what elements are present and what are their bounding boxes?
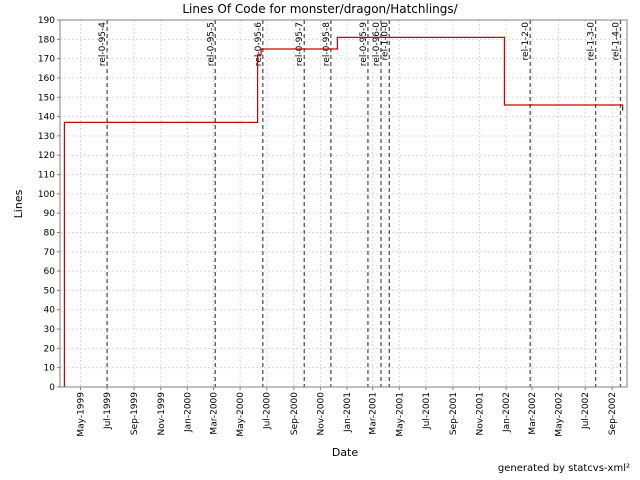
release-markers: rel-0-95-4 rel-0-95-5 rel-0-95-6 rel-0-95-7… xyxy=(98,20,621,387)
release-marker-label: rel-0-95-6 xyxy=(254,22,264,66)
x-axis-label: Date xyxy=(332,446,359,459)
y-tick-label: 140 xyxy=(38,113,55,123)
y-axis-label: Lines xyxy=(12,189,25,218)
release-marker-label: rel-1-3-0 xyxy=(587,22,597,61)
x-tick-label: Jul-2000 xyxy=(263,392,273,430)
x-tick-label: Nov-2001 xyxy=(476,392,486,435)
x-tick-label: May-2002 xyxy=(555,392,565,437)
y-tick-label: 80 xyxy=(44,228,56,238)
x-tick-label: May-2000 xyxy=(236,392,246,437)
series xyxy=(63,36,624,387)
x-tick-label: Jul-2001 xyxy=(422,392,432,430)
release-marker-label: rel-0-95-7 xyxy=(295,22,305,66)
x-tick-label: Sep-2000 xyxy=(290,392,300,435)
release-marker-label: rel-1-4-0 xyxy=(611,22,621,61)
y-tick-label: 10 xyxy=(44,364,56,374)
loc-series-line xyxy=(63,36,624,387)
x-tick-label: Nov-2000 xyxy=(316,392,326,436)
y-tick-label: 100 xyxy=(38,190,55,200)
y-tick-label: 50 xyxy=(44,286,56,296)
release-marker-label: rel-0-95-5 xyxy=(206,22,216,66)
y-tick-label: 120 xyxy=(38,151,55,161)
x-tick-label: Sep-1999 xyxy=(130,392,140,435)
y-tick-label: 170 xyxy=(38,55,55,65)
y-tick-label: 150 xyxy=(38,93,55,103)
plot-frame xyxy=(59,19,628,388)
x-tick-label: Jan-2000 xyxy=(183,392,193,433)
x-tick-label: Jan-2002 xyxy=(502,392,512,433)
x-tick-label: May-1999 xyxy=(76,392,86,437)
x-tick-label: Mar-2002 xyxy=(528,392,538,435)
y-tick-label: 0 xyxy=(49,383,55,393)
footer-credit: generated by statcvs-xml² xyxy=(497,463,630,474)
x-tick-label: Jan-2001 xyxy=(343,392,353,433)
y-tick-label: 110 xyxy=(38,171,55,181)
y-tick-label: 180 xyxy=(38,35,55,45)
x-tick-label: Jul-1999 xyxy=(103,392,113,430)
x-tick-label: Jul-2002 xyxy=(581,392,591,430)
x-tick-label: Nov-1999 xyxy=(157,392,167,436)
x-tick-label: Mar-2000 xyxy=(210,392,220,435)
x-tick-label: May-2001 xyxy=(395,392,405,437)
y-tick-label: 30 xyxy=(44,325,56,335)
grid xyxy=(60,19,627,388)
y-axis-ticks: 0 10 20 30 40 50 60 70 80 90 100 110 120 130 140 150 160… xyxy=(38,16,60,393)
x-tick-label: Sep-2002 xyxy=(608,392,618,435)
x-tick-label: Mar-2001 xyxy=(369,392,379,435)
release-marker-label: rel-1-0-0 xyxy=(380,22,390,61)
release-marker-label: rel-0-95-9 xyxy=(359,22,369,66)
y-tick-label: 90 xyxy=(44,209,56,219)
y-tick-label: 160 xyxy=(38,74,55,84)
y-tick-label: 20 xyxy=(44,344,56,354)
release-marker-label: rel-1-2-0 xyxy=(521,22,531,61)
y-tick-label: 40 xyxy=(44,306,56,316)
release-marker-label: rel-0-95-4 xyxy=(98,22,108,66)
y-tick-label: 70 xyxy=(44,248,56,258)
x-axis-ticks: May-1999 Jul-1999 Sep-1999 Nov-1999 Jan-2000… xyxy=(76,387,618,437)
release-marker-label: rel-0-95-8 xyxy=(322,22,332,66)
y-tick-label: 130 xyxy=(38,132,55,142)
release-marker-label: rel-0-96-0 xyxy=(372,22,382,66)
y-tick-label: 190 xyxy=(38,16,55,26)
y-tick-label: 60 xyxy=(44,267,56,277)
x-tick-label: Sep-2001 xyxy=(449,392,459,435)
chart-title: Lines Of Code for monster/dragon/Hatchli… xyxy=(182,2,458,16)
